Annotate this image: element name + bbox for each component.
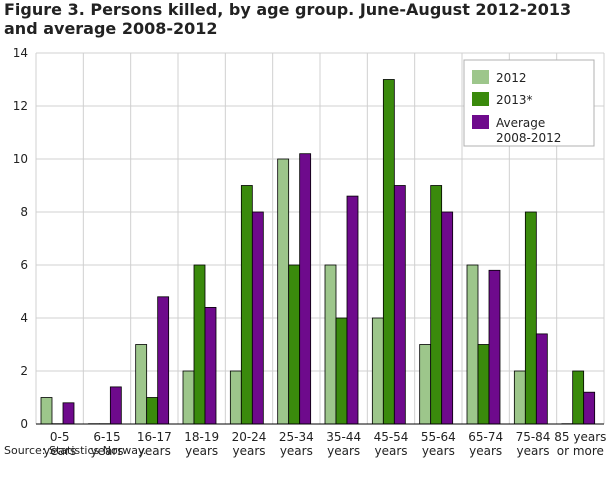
bar-2013--11 bbox=[572, 370, 585, 425]
x-tick-label: years bbox=[374, 444, 407, 458]
legend-label: 2013* bbox=[496, 93, 533, 107]
x-tick-label: 25-34 bbox=[279, 430, 314, 444]
bar-2013--10 bbox=[524, 211, 537, 425]
bar-2012-7 bbox=[371, 317, 384, 425]
source-note: Source: Statistics Norway. bbox=[4, 444, 147, 457]
bar-2013--9 bbox=[477, 344, 490, 425]
legend-swatch bbox=[472, 115, 489, 129]
y-tick-label: 12 bbox=[13, 99, 28, 113]
bar-2013--8 bbox=[430, 185, 443, 425]
bar-2012-10 bbox=[513, 370, 526, 425]
y-axis: 0 2 4 6 8 10 12 14 bbox=[13, 46, 28, 431]
legend-swatch bbox=[472, 70, 489, 84]
x-tick-label: years bbox=[90, 444, 123, 458]
x-tick-label: 35-44 bbox=[326, 430, 361, 444]
x-tick-label: years bbox=[327, 444, 360, 458]
bar-average-2008-2012-10 bbox=[535, 333, 548, 425]
bar-average-2008-2012-6 bbox=[346, 195, 359, 425]
x-tick-label: years bbox=[422, 444, 455, 458]
bar-average-2008-2012-0 bbox=[62, 402, 75, 425]
x-tick-label: years bbox=[43, 444, 76, 458]
bar-average-2008-2012-1 bbox=[109, 386, 122, 425]
x-tick-label: 6-15 bbox=[93, 430, 120, 444]
x-tick-label: 16-17 bbox=[137, 430, 172, 444]
x-tick-label: 0-5 bbox=[50, 430, 70, 444]
bar-2012-0 bbox=[40, 397, 53, 425]
legend-label: Average bbox=[496, 116, 545, 130]
bar-2013--2 bbox=[146, 397, 159, 425]
x-tick-label: years bbox=[138, 444, 171, 458]
y-tick-label: 2 bbox=[20, 364, 28, 378]
bar-2012-3 bbox=[182, 370, 195, 425]
bar-average-2008-2012-8 bbox=[441, 211, 454, 425]
x-tick-label: 75-84 bbox=[516, 430, 551, 444]
bar-2013--6 bbox=[335, 317, 348, 425]
x-tick-label: years bbox=[469, 444, 502, 458]
bar-average-2008-2012-7 bbox=[393, 185, 406, 425]
legend-label: 2012 bbox=[496, 71, 527, 85]
bar-2012-8 bbox=[419, 344, 432, 425]
x-tick-label: 55-64 bbox=[421, 430, 456, 444]
x-tick-label: 85 years bbox=[554, 430, 606, 444]
y-tick-label: 14 bbox=[13, 46, 28, 60]
bar-average-2008-2012-5 bbox=[299, 153, 312, 425]
legend-swatch bbox=[472, 92, 489, 106]
bar-2012-5 bbox=[277, 158, 290, 425]
x-tick-label: years bbox=[232, 444, 265, 458]
x-tick-label: 45-54 bbox=[374, 430, 409, 444]
x-tick-label: years bbox=[280, 444, 313, 458]
bar-2013--3 bbox=[193, 264, 206, 425]
bar-2012-4 bbox=[229, 370, 242, 425]
y-tick-label: 6 bbox=[20, 258, 28, 272]
x-tick-label: 65-74 bbox=[468, 430, 503, 444]
bar-average-2008-2012-9 bbox=[488, 269, 501, 425]
y-tick-label: 10 bbox=[13, 152, 28, 166]
bar-2012-2 bbox=[135, 344, 148, 425]
x-tick-label: 20-24 bbox=[232, 430, 267, 444]
y-tick-label: 4 bbox=[20, 311, 28, 325]
bar-2012-9 bbox=[466, 264, 479, 425]
x-tick-label: or more bbox=[557, 444, 604, 458]
bar-2013--7 bbox=[382, 79, 395, 425]
bar-average-2008-2012-11 bbox=[583, 391, 596, 425]
bar-average-2008-2012-2 bbox=[157, 296, 170, 425]
bar-2012-6 bbox=[324, 264, 337, 425]
chart-title: Figure 3. Persons killed, by age group. … bbox=[4, 0, 572, 38]
x-tick-label: 18-19 bbox=[184, 430, 219, 444]
legend-label: 2008-2012 bbox=[496, 131, 561, 145]
bar-2013--4 bbox=[240, 185, 253, 425]
bar-2013--5 bbox=[288, 264, 301, 425]
bars bbox=[40, 79, 596, 425]
bar-average-2008-2012-3 bbox=[204, 306, 217, 425]
y-tick-label: 0 bbox=[20, 417, 28, 431]
bar-average-2008-2012-4 bbox=[251, 211, 264, 425]
x-axis: 0-5years6-15years16-17years18-19years20-… bbox=[36, 423, 606, 458]
x-tick-label: years bbox=[516, 444, 549, 458]
y-tick-label: 8 bbox=[20, 205, 28, 219]
x-tick-label: years bbox=[185, 444, 218, 458]
